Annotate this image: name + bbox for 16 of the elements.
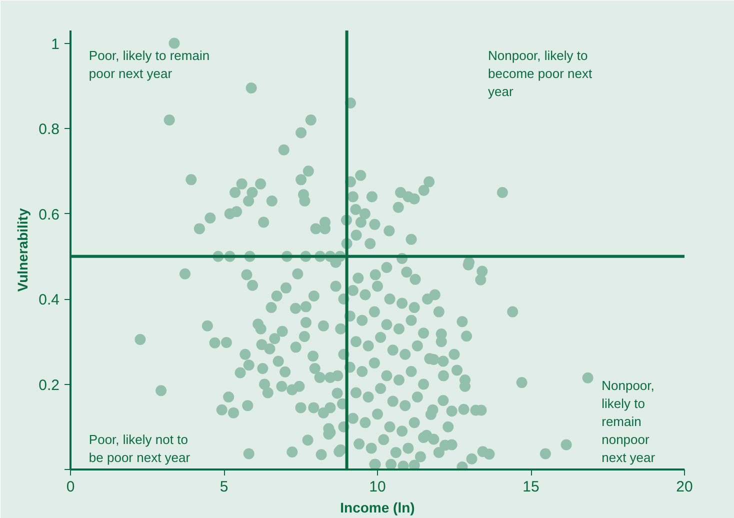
- y-tick-label: 0.6: [38, 206, 60, 224]
- annotation: Poor, likely not to be poor next year: [88, 432, 191, 466]
- annotation: Nonpoor, likely to remain nonpoor next year: [602, 378, 656, 466]
- annotation: Poor, likely to remain poor next year: [88, 48, 210, 82]
- x-axis-title: Income (ln): [340, 500, 415, 516]
- y-tick-label: 0.2: [38, 376, 60, 394]
- x-tick-label: 20: [676, 478, 693, 496]
- x-tick-label: 10: [369, 478, 386, 496]
- y-tick-label: 1: [51, 36, 60, 53]
- y-axis-title: Vulnerability: [14, 208, 31, 292]
- annotation: Nonpoor, likely to become poor next year: [488, 48, 592, 100]
- y-tick-label: 0.8: [38, 121, 60, 138]
- y-tick-label: 0.4: [38, 292, 60, 309]
- x-tick-label: 0: [66, 478, 75, 496]
- x-tick-label: 15: [522, 478, 540, 496]
- x-tick-label: 5: [220, 478, 228, 496]
